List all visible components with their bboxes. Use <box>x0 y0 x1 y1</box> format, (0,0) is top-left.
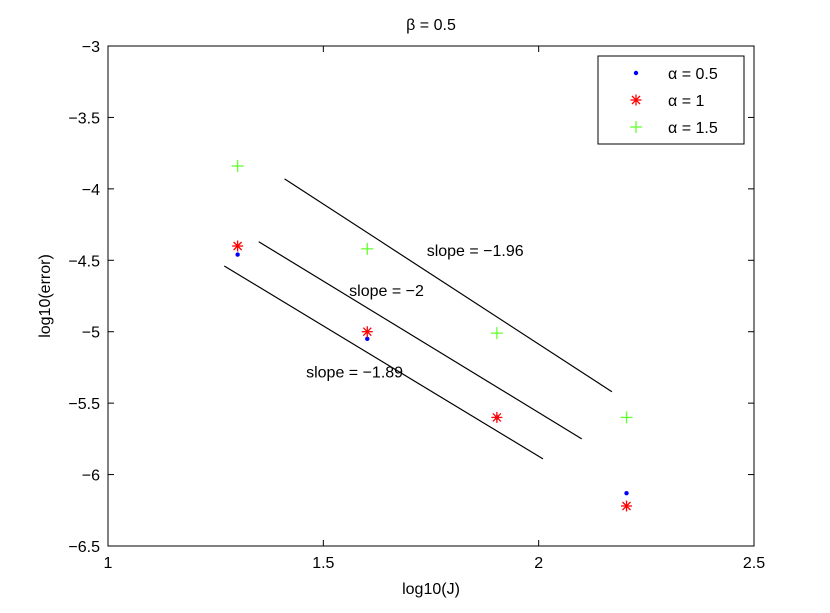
y-tick-label: −6.5 <box>68 539 100 556</box>
x-tick-label: 2 <box>534 555 543 572</box>
data-point <box>620 411 633 424</box>
data-point <box>361 242 374 255</box>
y-tick-label: −3.5 <box>68 110 100 127</box>
slope-reference-line <box>284 178 613 393</box>
data-series <box>231 160 633 512</box>
legend: α = 0.5 α = 1 α = 1.5 <box>597 55 745 145</box>
x-tick-label: 1.5 <box>312 555 334 572</box>
data-point <box>491 411 503 423</box>
slope-reference-line <box>223 265 544 460</box>
data-point <box>231 160 244 172</box>
legend-marker <box>633 70 639 76</box>
legend-box <box>597 55 745 145</box>
slope-reference-line <box>258 241 583 440</box>
data-point <box>365 336 370 342</box>
data-point <box>624 490 629 496</box>
data-point <box>361 326 373 338</box>
data-point <box>232 240 244 252</box>
legend-label: α = 1 <box>668 93 704 110</box>
legend-marker <box>630 94 642 106</box>
legend-marker <box>630 121 642 133</box>
slope-label: slope = −1.89 <box>306 364 403 381</box>
legend-label: α = 0.5 <box>668 66 718 83</box>
x-axis-label: log10(J) <box>402 581 460 598</box>
y-axis-label: log10(error) <box>37 254 54 338</box>
y-axis: −3 −3.5 −4 −4.5 −5 −5.5 −6 −6.5 <box>68 39 754 556</box>
x-tick-label: 2.5 <box>743 555 765 572</box>
y-tick-label: −6 <box>82 468 100 485</box>
data-point <box>490 327 503 340</box>
data-point <box>621 500 633 512</box>
legend-label: α = 1.5 <box>668 120 718 137</box>
y-tick-label: −5.5 <box>68 396 100 413</box>
slope-label: slope = −1.96 <box>427 243 524 260</box>
reference-lines: slope = −1.96 slope = −2 slope = −1.89 <box>223 178 613 460</box>
x-tick-label: 1 <box>104 555 113 572</box>
data-point <box>235 252 240 257</box>
slope-label: slope = −2 <box>349 283 424 300</box>
chart-title: β = 0.5 <box>406 17 456 34</box>
y-tick-label: −4 <box>82 182 100 199</box>
y-tick-label: −4.5 <box>68 253 100 270</box>
y-tick-label: −3 <box>82 39 100 56</box>
y-tick-label: −5 <box>82 325 100 342</box>
x-axis: 1 1.5 2 2.5 <box>104 46 765 572</box>
